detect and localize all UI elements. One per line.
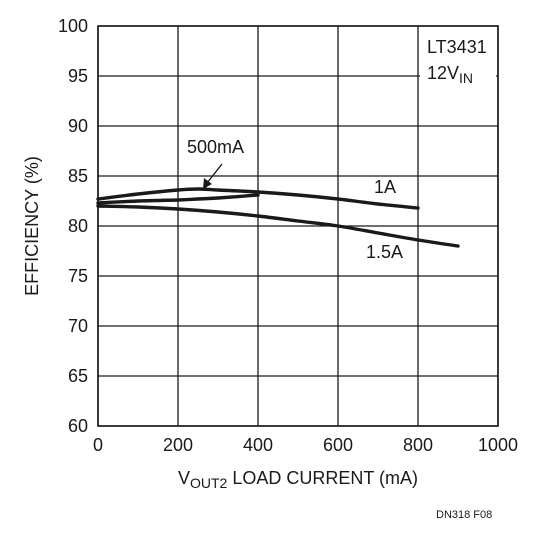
x-tick-label-2: 400 [243,435,273,455]
y-tick-label-5: 85 [68,166,88,186]
x-tick-label-1: 200 [163,435,193,455]
legend-box-line2-main: 12V [427,63,459,83]
series-line-1A [96,187,420,210]
y-tick-labels: 60 65 70 75 80 85 90 95 100 [58,16,88,436]
series-label-1-5A: 1.5A [366,242,403,262]
series-lines [96,187,460,248]
y-tick-label-8: 100 [58,16,88,36]
y-tick-label-7: 95 [68,66,88,86]
legend-box-line2-sub: IN [459,70,473,86]
y-tick-label-4: 80 [68,216,88,236]
y-tick-label-1: 65 [68,366,88,386]
series-line-500mA [96,193,260,205]
legend-box-bg [420,34,496,86]
x-tick-label-0: 0 [93,435,103,455]
x-axis-label-prefix: V [178,468,190,488]
series-label-500mA-arrow [203,163,223,189]
series-label-500mA: 500mA [187,137,244,157]
legend-box-line1: LT3431 [427,37,487,57]
x-tick-labels: 0 200 400 600 800 1000 [93,435,518,455]
x-axis-label-subscript: OUT2 [190,475,228,491]
series-line-1-5A [96,204,460,248]
y-tick-label-6: 90 [68,116,88,136]
series-label-1A: 1A [374,177,396,197]
x-tick-label-4: 800 [403,435,433,455]
plot-frame [97,25,499,427]
y-tick-label-3: 75 [68,266,88,286]
x-axis-label: VOUT2 LOAD CURRENT (mA) [178,468,418,491]
x-tick-label-3: 600 [323,435,353,455]
y-tick-label-0: 60 [68,416,88,436]
figure-footnote: DN318 F08 [436,509,492,521]
x-axis-label-rest: LOAD CURRENT (mA) [227,468,418,488]
x-tick-label-5: 1000 [478,435,518,455]
legend-box-line2: 12VIN [427,63,473,86]
y-tick-label-2: 70 [68,316,88,336]
y-axis-label: EFFICIENCY (%) [22,156,42,296]
